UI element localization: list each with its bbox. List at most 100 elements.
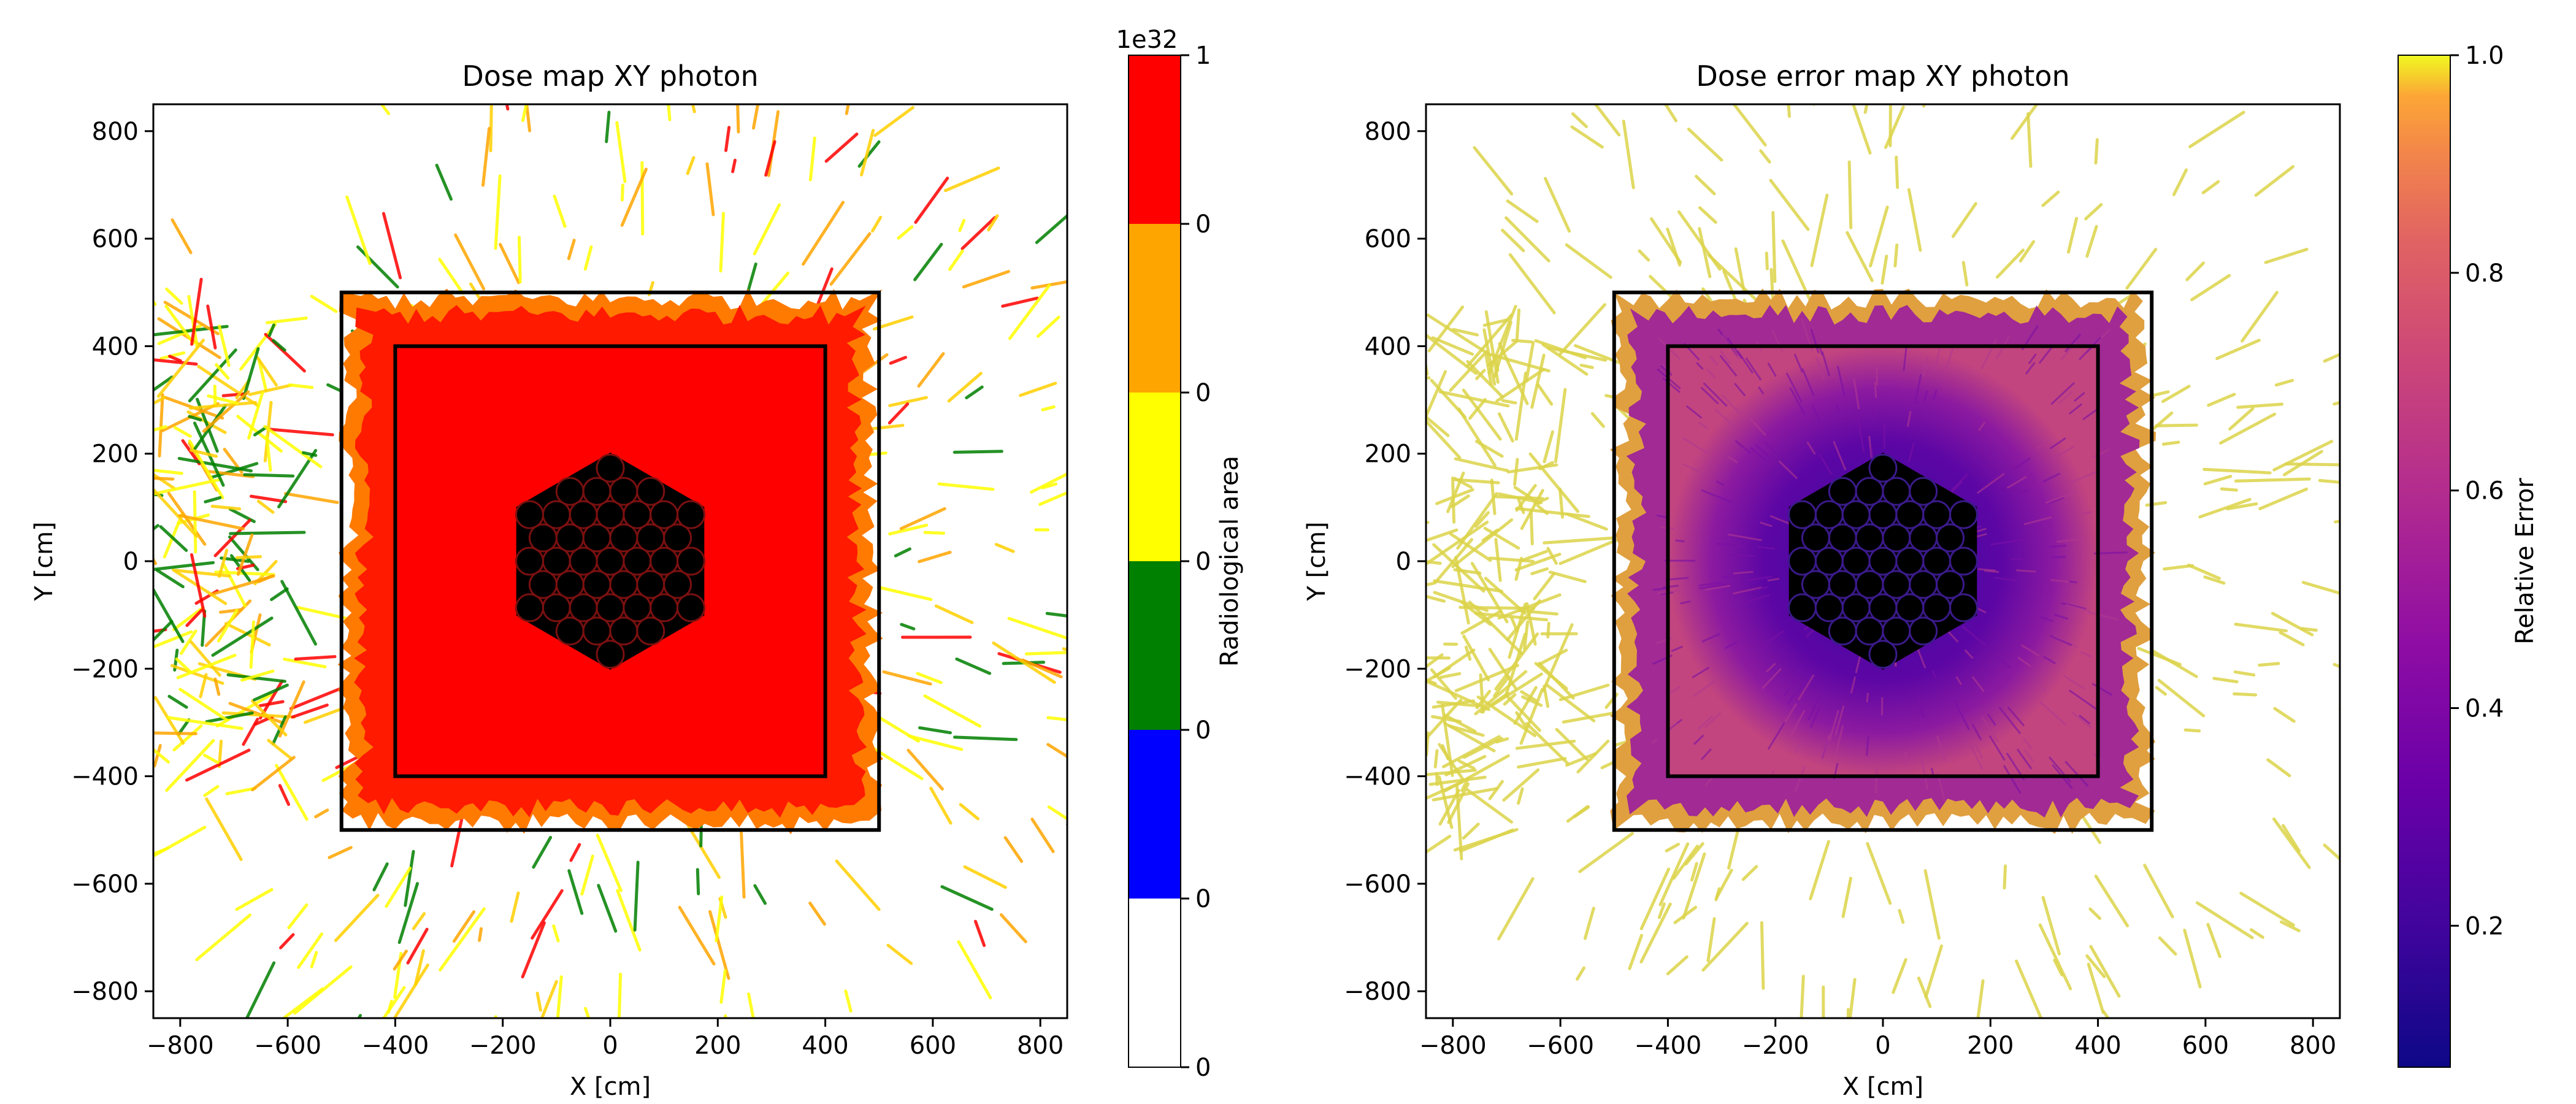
error-streak [1778,460,1798,480]
particle-track [1687,128,1723,162]
particle-track [310,294,338,313]
particle-track [2272,817,2311,869]
x-tick-label: 600 [910,1032,956,1060]
particle-track [172,724,203,752]
particle-track [242,718,259,746]
dose-error-map-geometry [1612,290,2154,832]
particle-track [293,965,353,1015]
particle-track [258,700,285,708]
error-streak [1815,356,1825,381]
particle-track [1923,1062,1927,1099]
error-streak [1821,734,1831,759]
particle-track [1008,283,1051,340]
particle-track [1505,216,1551,263]
particle-track [380,104,391,115]
particle-track [385,867,412,908]
x-tick-label: 800 [2290,1032,2336,1060]
particle-track [705,162,715,217]
particle-track [1426,594,1446,603]
particle-track [266,427,334,437]
particle-track [1501,228,1525,253]
particle-track [159,525,188,552]
particle-track [1431,336,1474,356]
inner-boundary-square [1666,344,2100,778]
particle-track [158,393,164,458]
particle-track [153,487,199,538]
particle-track [731,158,737,174]
particle-track [918,726,952,735]
particle-track [987,214,999,232]
particle-track [264,332,306,373]
particle-track [1682,852,1706,920]
particle-track [1520,489,1544,531]
error-streak [1732,586,1762,595]
error-streak [2079,715,2091,725]
error-streak [1944,345,1955,372]
particle-track [206,304,217,350]
particle-track [907,748,944,791]
particle-track [878,586,933,601]
particle-track [1521,550,1548,562]
particle-track [412,912,426,930]
particle-track [326,383,342,393]
particle-track [1847,160,1853,229]
particle-track [959,803,980,821]
error-streak [1704,712,1722,729]
particle-track [1462,822,1480,840]
x-tick-label: 400 [2074,1032,2121,1060]
particle-track [1534,339,1587,359]
particle-track [270,587,289,602]
error-streak [1923,390,1928,402]
particle-track [1701,922,1749,972]
particle-track [1514,371,1527,441]
particle-track [2333,401,2340,406]
particle-track [1657,902,1666,919]
particle-track [1495,495,1544,500]
particle-track [211,616,274,657]
particle-track [1519,688,1544,745]
error-streak [1735,440,1752,454]
particle-track [1465,788,1513,824]
particle-track [95,738,136,751]
particle-track [235,887,274,911]
error-streak [2065,604,2090,612]
particle-track [2157,678,2206,718]
particle-track [1570,125,1604,149]
error-streak [1997,657,2012,669]
particle-track [413,949,425,986]
error-streak [2036,439,2050,450]
y-tick-label: 400 [92,332,139,361]
particle-track [882,670,932,686]
particle-track [953,735,1018,742]
particle-track [2254,165,2295,197]
particle-track [916,672,943,684]
particle-track [1036,315,1060,338]
particle-track [617,972,623,1018]
particle-track [188,415,202,422]
error-streak [2048,497,2065,504]
particle-track [1515,739,1576,750]
error-streak [2073,392,2085,402]
particle-track [213,677,221,696]
particle-track [205,797,243,861]
error-streak [1792,677,1800,685]
particle-track [1426,333,1478,375]
error-streak [1714,408,1736,429]
error-streak [1692,666,1710,678]
particle-track [250,699,288,737]
particle-track [1731,104,1767,147]
particle-track [1453,568,1482,575]
particle-track [965,385,984,400]
particle-track [2345,331,2400,332]
error-streak [1698,421,1708,430]
particle-track [1482,328,1497,386]
particle-track [2284,462,2340,467]
error-streak [1795,680,1806,695]
particle-track [521,921,546,979]
particle-track [1506,199,1539,223]
particle-track [897,225,914,240]
dose-error-map-title: Dose error map XY photon [1696,59,2069,93]
particle-track [153,561,215,572]
error-streak [1650,722,1678,745]
particle-track [164,304,195,345]
